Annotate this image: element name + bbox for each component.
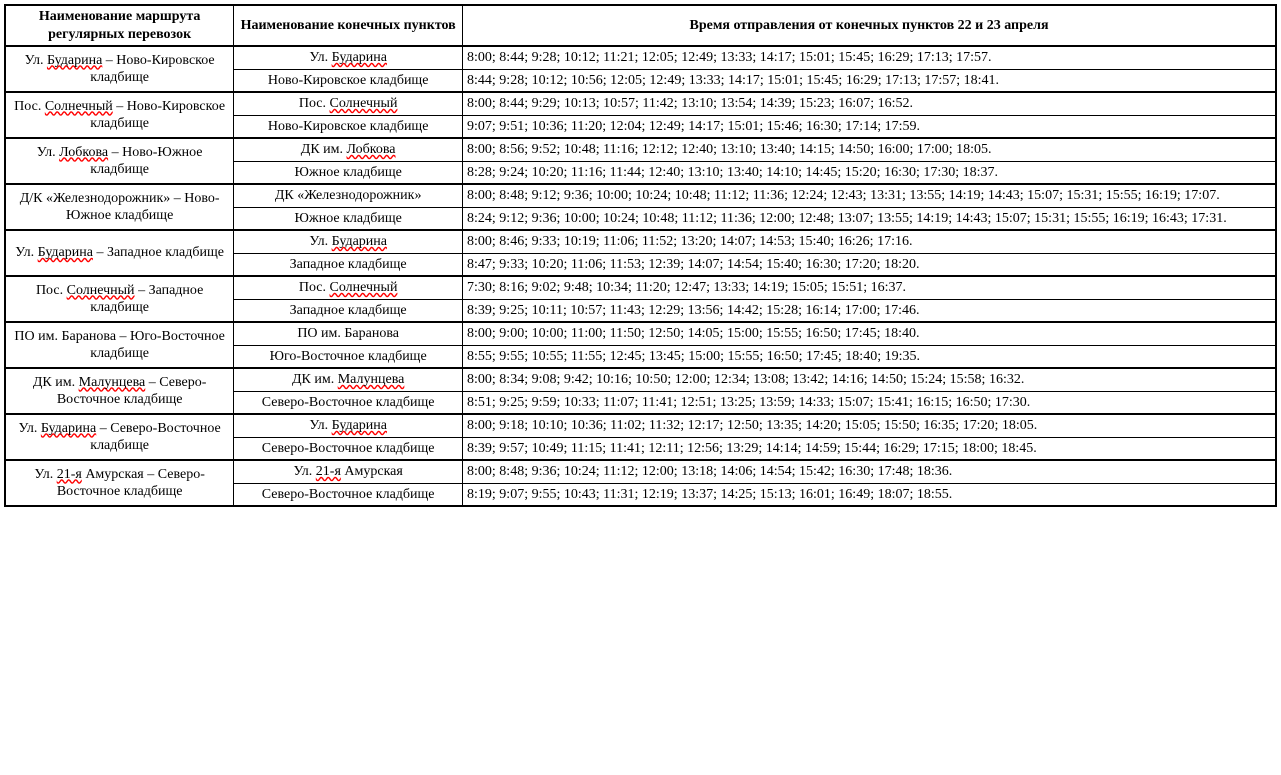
times-cell: 8:00; 8:44; 9:29; 10:13; 10:57; 11:42; 1… [463,92,1276,115]
table-row: Ул. Лобкова – Ново-Южное кладбищеДК им. … [5,138,1276,161]
times-cell: 8:39; 9:25; 10:11; 10:57; 11:43; 12:29; … [463,299,1276,322]
table-row: Ул. Бударина – Западное кладбищеУл. Буда… [5,230,1276,253]
endpoint-name-cell: Южное кладбище [234,161,463,184]
times-cell: 8:28; 9:24; 10:20; 11:16; 11:44; 12:40; … [463,161,1276,184]
times-cell: 8:00; 8:34; 9:08; 9:42; 10:16; 10:50; 12… [463,368,1276,391]
times-cell: 8:00; 8:46; 9:33; 10:19; 11:06; 11:52; 1… [463,230,1276,253]
times-cell: 9:07; 9:51; 10:36; 11:20; 12:04; 12:49; … [463,115,1276,138]
route-name-cell: ДК им. Малунцева – Северо-Восточное клад… [5,368,234,414]
table-row: Ул. 21-я Амурская – Северо-Восточное кла… [5,460,1276,483]
header-route: Наименование маршрута регулярных перевоз… [5,5,234,46]
endpoint-name-cell: ДК им. Лобкова [234,138,463,161]
endpoint-name-cell: Северо-Восточное кладбище [234,483,463,506]
endpoint-name-cell: ПО им. Баранова [234,322,463,345]
table-row: Ул. Бударина – Северо-Восточное кладбище… [5,414,1276,437]
route-name-cell: Ул. 21-я Амурская – Северо-Восточное кла… [5,460,234,506]
table-row: ДК им. Малунцева – Северо-Восточное клад… [5,368,1276,391]
route-name-cell: Пос. Солнечный – Ново-Кировское кладбище [5,92,234,138]
endpoint-name-cell: Ул. 21-я Амурская [234,460,463,483]
endpoint-name-cell: Западное кладбище [234,253,463,276]
header-times: Время отправления от конечных пунктов 22… [463,5,1276,46]
times-cell: 8:39; 9:57; 10:49; 11:15; 11:41; 12:11; … [463,437,1276,460]
times-cell: 8:44; 9:28; 10:12; 10:56; 12:05; 12:49; … [463,69,1276,92]
times-cell: 8:19; 9:07; 9:55; 10:43; 11:31; 12:19; 1… [463,483,1276,506]
route-name-cell: Д/К «Железнодорожник» – Ново-Южное кладб… [5,184,234,230]
times-cell: 8:00; 8:56; 9:52; 10:48; 11:16; 12:12; 1… [463,138,1276,161]
table-row: Д/К «Железнодорожник» – Ново-Южное кладб… [5,184,1276,207]
times-cell: 7:30; 8:16; 9:02; 9:48; 10:34; 11:20; 12… [463,276,1276,299]
table-row: ПО им. Баранова – Юго-Восточное кладбище… [5,322,1276,345]
endpoint-name-cell: Северо-Восточное кладбище [234,437,463,460]
table-row: Ул. Бударина – Ново-Кировское кладбищеУл… [5,46,1276,69]
endpoint-name-cell: Ул. Бударина [234,46,463,69]
endpoint-name-cell: Ново-Кировское кладбище [234,69,463,92]
route-name-cell: Пос. Солнечный – Западное кладбище [5,276,234,322]
route-name-cell: ПО им. Баранова – Юго-Восточное кладбище [5,322,234,368]
times-cell: 8:00; 8:48; 9:36; 10:24; 11:12; 12:00; 1… [463,460,1276,483]
times-cell: 8:00; 9:00; 10:00; 11:00; 11:50; 12:50; … [463,322,1276,345]
endpoint-name-cell: Юго-Восточное кладбище [234,345,463,368]
route-name-cell: Ул. Бударина – Западное кладбище [5,230,234,276]
times-cell: 8:24; 9:12; 9:36; 10:00; 10:24; 10:48; 1… [463,207,1276,230]
endpoint-name-cell: Пос. Солнечный [234,276,463,299]
schedule-body: Ул. Бударина – Ново-Кировское кладбищеУл… [5,46,1276,506]
endpoint-name-cell: Южное кладбище [234,207,463,230]
endpoint-name-cell: Ново-Кировское кладбище [234,115,463,138]
header-endpoint: Наименование конечных пунктов [234,5,463,46]
endpoint-name-cell: Пос. Солнечный [234,92,463,115]
header-row: Наименование маршрута регулярных перевоз… [5,5,1276,46]
table-row: Пос. Солнечный – Ново-Кировское кладбище… [5,92,1276,115]
times-cell: 8:00; 8:44; 9:28; 10:12; 11:21; 12:05; 1… [463,46,1276,69]
endpoint-name-cell: Северо-Восточное кладбище [234,391,463,414]
times-cell: 8:55; 9:55; 10:55; 11:55; 12:45; 13:45; … [463,345,1276,368]
endpoint-name-cell: Западное кладбище [234,299,463,322]
times-cell: 8:51; 9:25; 9:59; 10:33; 11:07; 11:41; 1… [463,391,1276,414]
table-row: Пос. Солнечный – Западное кладбищеПос. С… [5,276,1276,299]
endpoint-name-cell: Ул. Бударина [234,414,463,437]
endpoint-name-cell: ДК им. Малунцева [234,368,463,391]
times-cell: 8:00; 8:48; 9:12; 9:36; 10:00; 10:24; 10… [463,184,1276,207]
endpoint-name-cell: Ул. Бударина [234,230,463,253]
times-cell: 8:47; 9:33; 10:20; 11:06; 11:53; 12:39; … [463,253,1276,276]
route-name-cell: Ул. Лобкова – Ново-Южное кладбище [5,138,234,184]
route-name-cell: Ул. Бударина – Северо-Восточное кладбище [5,414,234,460]
schedule-table: Наименование маршрута регулярных перевоз… [4,4,1277,507]
times-cell: 8:00; 9:18; 10:10; 10:36; 11:02; 11:32; … [463,414,1276,437]
route-name-cell: Ул. Бударина – Ново-Кировское кладбище [5,46,234,92]
endpoint-name-cell: ДК «Железнодорожник» [234,184,463,207]
